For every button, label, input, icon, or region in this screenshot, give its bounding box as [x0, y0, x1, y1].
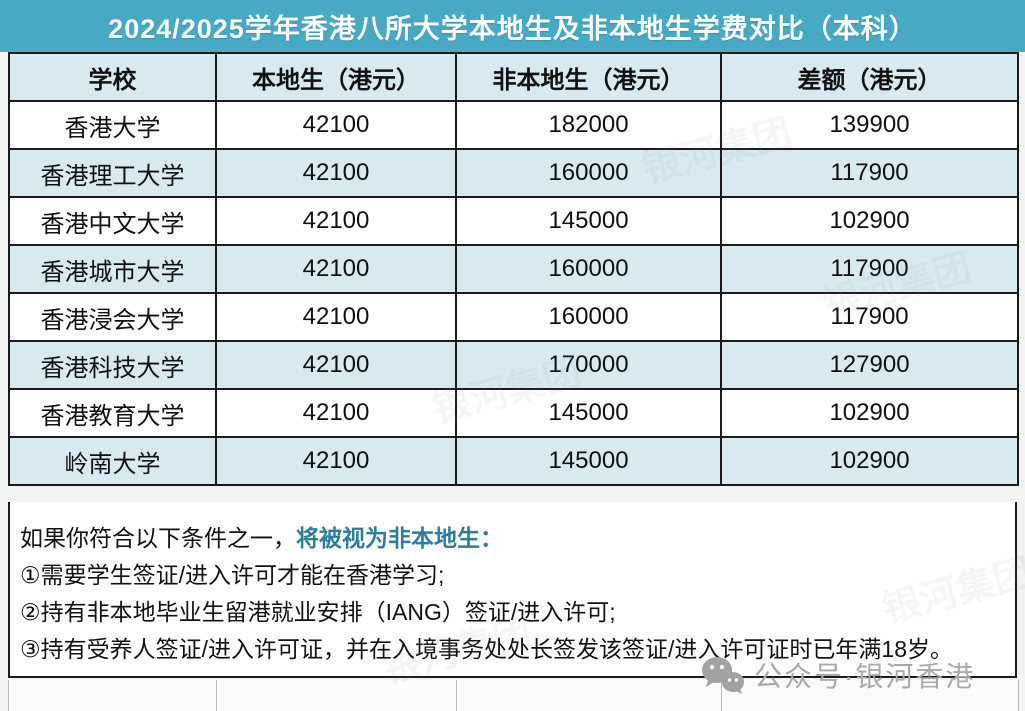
note-box: 如果你符合以下条件之一，将被视为非本地生： ①需要学生签证/进入许可才能在香港学… [8, 502, 1017, 678]
cell-school: 香港中文大学 [8, 196, 217, 246]
cell-local-fee: 42100 [215, 100, 457, 150]
cell-school: 岭南大学 [8, 436, 217, 486]
account-watermark-label: 公众号·银河香港 [754, 661, 976, 692]
cell-non-local-fee: 160000 [455, 148, 722, 198]
table-row: 香港理工大学 42100 160000 117900 [8, 148, 1019, 198]
note-item-1: ①需要学生签证/进入许可才能在香港学习; [20, 562, 445, 588]
cell-difference: 117900 [720, 148, 1019, 198]
note-item-2: ②持有非本地毕业生留港就业安排（IANG）签证/进入许可; [20, 599, 616, 625]
cell-school: 香港理工大学 [8, 148, 217, 198]
cell-local-fee: 42100 [215, 292, 457, 342]
cell-difference: 139900 [720, 100, 1019, 150]
cell-local-fee: 42100 [215, 196, 457, 246]
cell-non-local-fee: 160000 [455, 244, 722, 294]
note-item-3: ③持有受养人签证/进入许可证，并在入境事务处处长签发该签证/进入许可证时已年满1… [20, 636, 953, 662]
cell-school: 香港浸会大学 [8, 292, 217, 342]
cell-non-local-fee: 145000 [455, 436, 722, 486]
col-header-local-fee: 本地生（港元） [215, 52, 457, 102]
note-highlight-text: 将被视为非本地生： [296, 525, 503, 551]
partial-table-row [8, 680, 1019, 711]
table-row: 香港教育大学 42100 145000 102900 [8, 388, 1019, 438]
table-row: 香港科技大学 42100 170000 127900 [8, 340, 1019, 390]
cell-difference: 117900 [720, 244, 1019, 294]
column-divider [456, 680, 457, 711]
col-header-difference: 差额（港元） [720, 52, 1019, 102]
cell-local-fee: 42100 [215, 388, 457, 438]
cell-difference: 127900 [720, 340, 1019, 390]
cell-non-local-fee: 182000 [455, 100, 722, 150]
table-row: 香港大学 42100 182000 139900 [8, 100, 1019, 150]
fee-comparison-table: 学校 本地生（港元） 非本地生（港元） 差额（港元） 香港大学 42100 18… [8, 52, 1019, 486]
column-divider [216, 680, 217, 711]
cell-non-local-fee: 170000 [455, 340, 722, 390]
cell-local-fee: 42100 [215, 340, 457, 390]
cell-non-local-fee: 145000 [455, 196, 722, 246]
table-row: 香港城市大学 42100 160000 117900 [8, 244, 1019, 294]
title-bar: 2024/2025学年香港八所大学本地生及非本地生学费对比（本科） [0, 0, 1025, 52]
cell-difference: 117900 [720, 292, 1019, 342]
cell-difference: 102900 [720, 388, 1019, 438]
cell-school: 香港科技大学 [8, 340, 217, 390]
cell-school: 香港城市大学 [8, 244, 217, 294]
cell-local-fee: 42100 [215, 244, 457, 294]
col-header-school: 学校 [8, 52, 217, 102]
col-header-non-local-fee: 非本地生（港元） [455, 52, 722, 102]
cell-school: 香港大学 [8, 100, 217, 150]
account-watermark: 公众号·银河香港 [700, 652, 975, 698]
cell-non-local-fee: 145000 [455, 388, 722, 438]
wechat-icon [702, 657, 744, 694]
table-row: 香港浸会大学 42100 160000 117900 [8, 292, 1019, 342]
table-row: 岭南大学 42100 145000 102900 [8, 436, 1019, 486]
cell-difference: 102900 [720, 436, 1019, 486]
cell-local-fee: 42100 [215, 148, 457, 198]
page-title: 2024/2025学年香港八所大学本地生及非本地生学费对比（本科） [108, 13, 917, 44]
column-divider [721, 680, 722, 711]
table-row: 香港中文大学 42100 145000 102900 [8, 196, 1019, 246]
table-header-row: 学校 本地生（港元） 非本地生（港元） 差额（港元） [8, 52, 1019, 102]
cell-difference: 102900 [720, 196, 1019, 246]
cell-non-local-fee: 160000 [455, 292, 722, 342]
cell-school: 香港教育大学 [8, 388, 217, 438]
cell-local-fee: 42100 [215, 436, 457, 486]
note-intro-line: 如果你符合以下条件之一，将被视为非本地生： [20, 520, 1003, 557]
note-intro-text: 如果你符合以下条件之一， [20, 525, 296, 551]
